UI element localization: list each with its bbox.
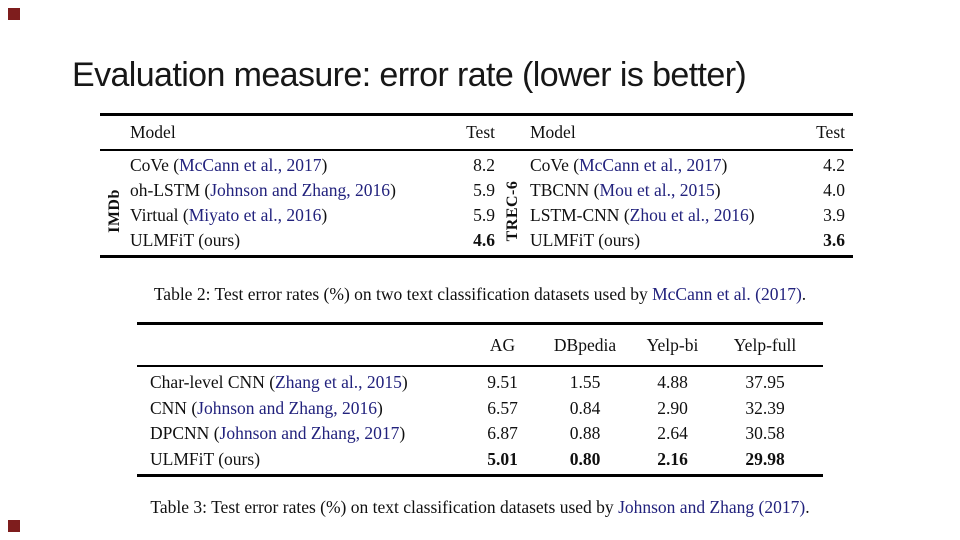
slide-title: Evaluation measure: error rate (lower is… bbox=[72, 56, 747, 94]
corner-accent-top-left bbox=[8, 8, 20, 20]
test-value: 4.2 bbox=[823, 155, 845, 175]
citation-link: Johnson and Zhang, 2016 bbox=[210, 180, 391, 200]
error-value: 6.87 bbox=[487, 423, 518, 443]
group-label-imdb: IMDb bbox=[106, 189, 123, 233]
model-cell: CNN (Johnson and Zhang, 2016) bbox=[150, 397, 383, 418]
error-value: 32.39 bbox=[745, 397, 785, 418]
error-value: 9.51 bbox=[487, 372, 518, 392]
model-cell: Virtual (Miyato et al., 2016) bbox=[130, 205, 328, 225]
error-value: 5.01 bbox=[487, 448, 518, 469]
test-value: 4.0 bbox=[823, 180, 845, 200]
error-value: 2.64 bbox=[657, 423, 688, 443]
results-table-3: AG DBpedia Yelp-bi Yelp-full Char-level … bbox=[137, 322, 823, 477]
table-row: Virtual (Miyato et al., 2016) 5.9 bbox=[130, 203, 495, 228]
results-table-2: Model Test Model Test IMDb CoVe (McCann … bbox=[100, 113, 853, 258]
model-cell: DPCNN (Johnson and Zhang, 2017) bbox=[150, 423, 406, 443]
table2-imdb-section: IMDb CoVe (McCann et al., 2017) 8.2 oh-L… bbox=[100, 153, 495, 253]
citation-link: Johnson and Zhang, 2016 bbox=[197, 397, 378, 418]
error-value: 1.55 bbox=[569, 372, 601, 392]
test-value: 8.2 bbox=[473, 155, 495, 175]
error-value: 30.58 bbox=[745, 423, 785, 443]
table2-header-test-left: Test bbox=[466, 122, 495, 142]
citation-link: Zhou et al., 2016 bbox=[629, 205, 749, 225]
table2-header-model-left: Model bbox=[130, 122, 176, 142]
error-value: 0.88 bbox=[569, 423, 601, 443]
error-value: 0.80 bbox=[569, 448, 601, 469]
table2-header-test-right: Test bbox=[816, 122, 845, 142]
table2-caption: Table 2: Test error rates (%) on two tex… bbox=[153, 284, 807, 304]
test-value: 4.6 bbox=[473, 230, 495, 250]
table3-caption: Table 3: Test error rates (%) on text cl… bbox=[150, 497, 810, 517]
error-value: 4.88 bbox=[657, 372, 688, 392]
table3-header-yelp-bi: Yelp-bi bbox=[646, 334, 699, 355]
table-row: Char-level CNN (Zhang et al., 2015) 9.51… bbox=[137, 370, 823, 396]
table-row: oh-LSTM (Johnson and Zhang, 2016) 5.9 bbox=[130, 178, 495, 203]
model-cell: TBCNN (Mou et al., 2015) bbox=[530, 180, 721, 200]
table-row: LSTM-CNN (Zhou et al., 2016) 3.9 bbox=[530, 203, 845, 228]
error-value: 2.90 bbox=[657, 397, 688, 418]
table-row: CNN (Johnson and Zhang, 2016) 6.57 0.84 … bbox=[137, 396, 823, 422]
test-value: 5.9 bbox=[473, 180, 495, 200]
citation-link: Zhang et al., 2015 bbox=[275, 372, 402, 392]
citation-link: McCann et al., 2017 bbox=[179, 155, 322, 175]
table2-header-model-right: Model bbox=[530, 122, 576, 142]
table-row: CoVe (McCann et al., 2017) 4.2 bbox=[530, 153, 845, 178]
table-row: CoVe (McCann et al., 2017) 8.2 bbox=[130, 153, 495, 178]
table3-header-ag: AG bbox=[489, 334, 516, 355]
corner-accent-bottom-left bbox=[8, 520, 20, 532]
model-cell: CoVe (McCann et al., 2017) bbox=[530, 155, 728, 175]
error-value: 6.57 bbox=[487, 397, 518, 418]
model-cell: ULMFiT (ours) bbox=[130, 230, 241, 250]
table3-header-dbpedia: DBpedia bbox=[553, 334, 617, 355]
citation-link: Miyato et al., 2016 bbox=[188, 205, 322, 225]
test-value: 3.9 bbox=[823, 205, 845, 225]
table2-header-row: Model Test Model Test bbox=[100, 116, 853, 151]
table-row: ULMFiT (ours) 5.01 0.80 2.16 29.98 bbox=[137, 447, 823, 473]
model-cell: LSTM-CNN (Zhou et al., 2016) bbox=[530, 205, 755, 225]
model-cell: ULMFiT (ours) bbox=[150, 448, 261, 469]
citation-link: Mou et al., 2015 bbox=[599, 180, 715, 200]
test-value: 3.6 bbox=[823, 230, 845, 250]
table-row: DPCNN (Johnson and Zhang, 2017) 6.87 0.8… bbox=[137, 421, 823, 447]
model-cell: ULMFiT (ours) bbox=[530, 230, 641, 250]
model-cell: CoVe (McCann et al., 2017) bbox=[130, 155, 328, 175]
error-value: 0.84 bbox=[569, 397, 601, 418]
error-value: 2.16 bbox=[657, 448, 688, 469]
table-row: ULMFiT (ours) 4.6 bbox=[130, 228, 495, 253]
model-cell: oh-LSTM (Johnson and Zhang, 2016) bbox=[130, 180, 396, 200]
table-row: ULMFiT (ours) 3.6 bbox=[530, 228, 845, 253]
table3-header-row: AG DBpedia Yelp-bi Yelp-full bbox=[137, 325, 823, 367]
citation-link: Johnson and Zhang (2017) bbox=[618, 497, 806, 517]
table2-trec6-section: TREC-6 CoVe (McCann et al., 2017) 4.2 TB… bbox=[495, 153, 853, 253]
table3-header-yelp-full: Yelp-full bbox=[733, 334, 797, 355]
error-value: 29.98 bbox=[745, 448, 785, 469]
citation-link: McCann et al. (2017) bbox=[652, 284, 802, 304]
group-label-trec6: TREC-6 bbox=[503, 180, 521, 242]
error-value: 37.95 bbox=[745, 372, 785, 392]
table-row: TBCNN (Mou et al., 2015) 4.0 bbox=[530, 178, 845, 203]
test-value: 5.9 bbox=[473, 205, 495, 225]
citation-link: McCann et al., 2017 bbox=[579, 155, 722, 175]
model-cell: Char-level CNN (Zhang et al., 2015) bbox=[150, 372, 408, 392]
citation-link: Johnson and Zhang, 2017 bbox=[219, 423, 400, 443]
